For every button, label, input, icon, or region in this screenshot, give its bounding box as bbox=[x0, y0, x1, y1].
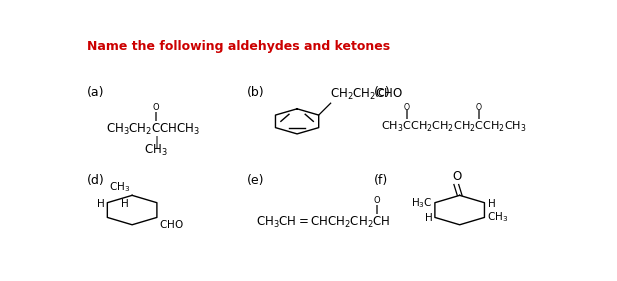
Text: $\mathrm{H}$: $\mathrm{H}$ bbox=[120, 197, 129, 209]
Text: (b): (b) bbox=[247, 86, 265, 99]
Text: $\mathrm{H}$: $\mathrm{H}$ bbox=[96, 197, 105, 209]
Text: (d): (d) bbox=[86, 174, 104, 187]
Text: $\mathrm{CH_2CH_2CHO}$: $\mathrm{CH_2CH_2CHO}$ bbox=[329, 87, 403, 102]
Text: $\mathrm{|}$: $\mathrm{|}$ bbox=[154, 134, 159, 150]
Text: (f): (f) bbox=[374, 174, 388, 187]
Text: $\mathrm{CH_3}$: $\mathrm{CH_3}$ bbox=[487, 210, 508, 224]
Text: (c): (c) bbox=[374, 86, 391, 99]
Text: $\mathrm{CH_3}$: $\mathrm{CH_3}$ bbox=[109, 180, 130, 194]
Text: (e): (e) bbox=[247, 174, 264, 187]
Text: $\mathrm{H}$: $\mathrm{H}$ bbox=[487, 197, 495, 209]
Text: $\mathrm{CHO}$: $\mathrm{CHO}$ bbox=[159, 219, 184, 230]
Text: Name the following aldehydes and ketones: Name the following aldehydes and ketones bbox=[86, 40, 390, 53]
Text: $\mathrm{CH_3}$: $\mathrm{CH_3}$ bbox=[144, 143, 168, 158]
Text: $\mathrm{H_3C}$: $\mathrm{H_3C}$ bbox=[411, 196, 433, 210]
Text: $\mathrm{H}$: $\mathrm{H}$ bbox=[424, 211, 433, 223]
Text: $\mathrm{CH_3CH{=}CHCH_2CH_2\overset{O}{\overset{\|}{C}}H}$: $\mathrm{CH_3CH{=}CHCH_2CH_2\overset{O}{… bbox=[257, 195, 391, 231]
Text: (a): (a) bbox=[86, 86, 104, 99]
Text: $\mathrm{CH_3CH_2\overset{O}{\overset{\|}{C}}CHCH_3}$: $\mathrm{CH_3CH_2\overset{O}{\overset{\|… bbox=[106, 102, 201, 138]
Text: $\mathrm{O}$: $\mathrm{O}$ bbox=[452, 171, 463, 183]
Text: $\mathrm{CH_3\overset{O}{\overset{\|}{C}}CH_2CH_2CH_2\overset{O}{\overset{\|}{C}: $\mathrm{CH_3\overset{O}{\overset{\|}{C}… bbox=[381, 102, 526, 136]
